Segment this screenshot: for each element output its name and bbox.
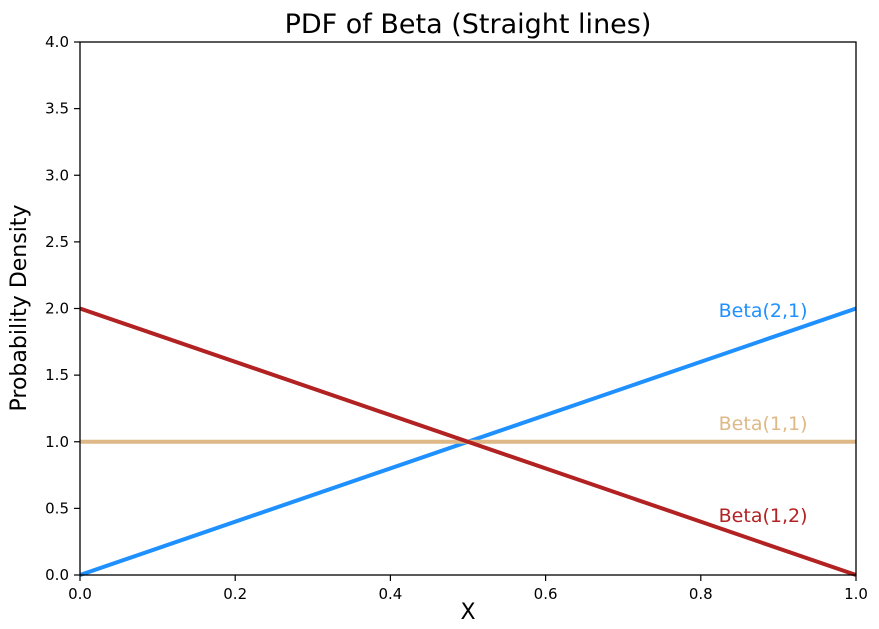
plot-dynamic-layer: 0.0 0.2 0.4 0.6 0.8 1.0 0.0 0.5 1.0 1.5 2.0 2.5 3.0 3… <box>45 33 868 603</box>
plot-line-beta12 <box>79 306 857 577</box>
y-tick-label: 3.5 <box>45 100 69 118</box>
x-tick-label: 0.0 <box>68 585 92 603</box>
x-axis-label: X <box>460 600 475 625</box>
y-tick-label: 3.0 <box>45 166 69 184</box>
y-tick-label: 2.5 <box>45 233 69 251</box>
y-tick-label: 0.0 <box>45 566 69 584</box>
y-tick-label: 1.0 <box>45 433 69 451</box>
chart-title: PDF of Beta (Straight lines) <box>285 9 652 40</box>
x-tick-label: 0.4 <box>378 585 402 603</box>
series-annotation-beta12: Beta(1,2) <box>719 505 808 527</box>
series-annotation-beta11: Beta(1,1) <box>719 413 808 435</box>
y-tick-label: 4.0 <box>45 33 69 51</box>
x-tick-label: 1.0 <box>844 585 868 603</box>
y-tick-label: 0.5 <box>45 499 69 517</box>
x-tick-label: 0.8 <box>689 585 713 603</box>
series-annotation-beta21: Beta(2,1) <box>719 300 808 322</box>
y-axis-label: Probability Density <box>7 205 32 412</box>
y-tick-label: 1.5 <box>45 366 69 384</box>
x-tick-label: 0.6 <box>534 585 558 603</box>
y-tick-label: 2.0 <box>45 300 69 318</box>
x-tick-label: 0.2 <box>223 585 247 603</box>
